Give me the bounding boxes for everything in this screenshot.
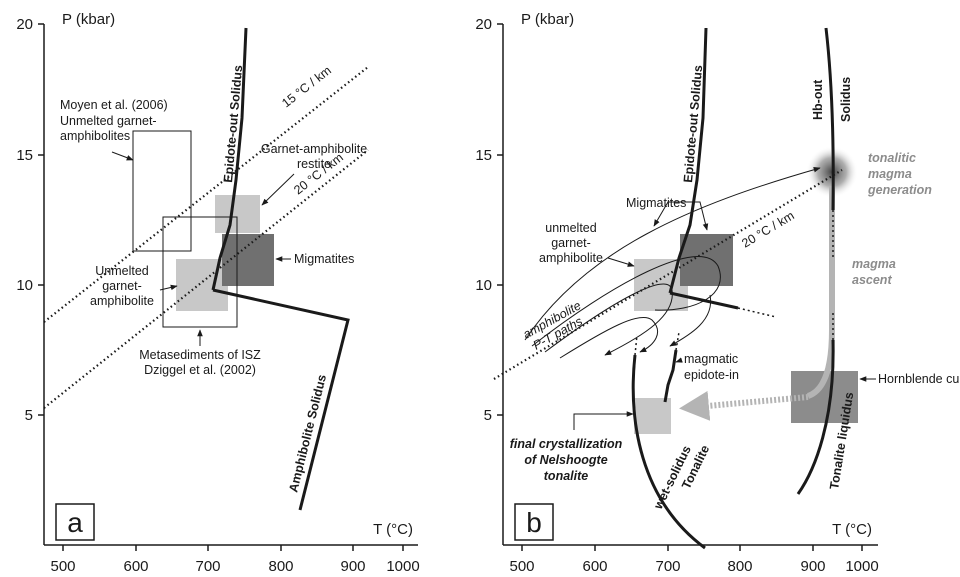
hb-out-label: Hb-out [811, 79, 825, 120]
x-tick-label-a-700: 700 [195, 558, 220, 575]
y-tick-label-a-20: 20 [16, 16, 33, 33]
migmatites-leader-b2 [653, 201, 682, 227]
unmelted-label-b-2: garnet- [551, 236, 591, 250]
epidote-out-tail-b [669, 291, 739, 310]
epidote-in-label-2: epidote-in [684, 368, 739, 382]
migmatites-field [222, 234, 274, 286]
final-crystallization-label-3: tonalite [544, 469, 588, 483]
panel-letter-box-a [55, 503, 95, 541]
panel-b: 500 600 700 800 900 1000 20 15 10 5 P (k… [475, 11, 960, 575]
x-tick-label-a-900: 900 [340, 558, 365, 575]
tonalite-liquidus-curve [796, 339, 835, 495]
y-tick-label-a-10: 10 [16, 277, 33, 294]
geotherm-20-label-b: 20 °C / km [739, 208, 796, 250]
unmelted-label-b-3: amphibolite [539, 251, 603, 265]
metasediments-label: Metasediments of ISZ [139, 348, 261, 362]
y-tick-label-b-5: 5 [484, 407, 492, 424]
x-tick-label-a-500: 500 [50, 558, 75, 575]
restite-label: Garnet-amphibolite [261, 142, 367, 156]
magma-ascent-dotted-arrow [679, 390, 809, 421]
restite-leader [261, 173, 295, 206]
moyen-ref-label-3: amphibolites [60, 129, 130, 143]
magma-generation-label: tonalitic [868, 151, 916, 165]
moyen-ref-label: Moyen et al. (2006) [60, 98, 168, 112]
pt-paths [524, 167, 821, 359]
epidote-out-solidus-curve [211, 27, 248, 291]
epidote-in-label: magmatic [684, 352, 738, 366]
moyen-ref-label-2: Unmelted garnet- [60, 114, 157, 128]
magma-ascent-arrow [806, 186, 835, 399]
metasediments-box [162, 216, 238, 328]
unmelted-label-a: Unmelted [95, 264, 149, 278]
tonalite-wet-solidus-curve [631, 354, 706, 550]
restite-label-2: restite [297, 157, 331, 171]
unmelted-label-a-2: garnet- [102, 279, 142, 293]
y-tick-label-b-15: 15 [475, 147, 492, 164]
x-ticks-b [521, 545, 863, 551]
x-ticks-a [62, 545, 404, 551]
hb-out-solidus-label: Solidus [839, 77, 853, 122]
moyen-leader [111, 151, 134, 161]
epidote-in-leader [675, 357, 683, 363]
amphibolite-solidus-curve [212, 288, 350, 511]
panel-letter-b: b [526, 507, 542, 538]
magma-ascent-label-2: ascent [852, 273, 892, 287]
geotherm-15-line [43, 66, 369, 323]
unmelted-label-a-3: amphibolite [90, 294, 154, 308]
y-ticks-b [497, 23, 503, 416]
magma-generation-label-2: magma [868, 167, 912, 181]
x-tick-label-a-800: 800 [268, 558, 293, 575]
geotherm-15-label: 15 °C / km [279, 63, 334, 110]
migmatites-leader-b [682, 201, 709, 231]
hornblende-label: Hornblende cumulates [878, 372, 960, 386]
magma-ascent-label: magma [852, 257, 896, 271]
y-ticks-a [38, 23, 44, 416]
y-axis-title-b: P (kbar) [521, 11, 574, 28]
unmelted-leader-b [607, 257, 635, 267]
geotherm-20-line [43, 149, 369, 409]
epidote-in-dotted [675, 331, 680, 351]
y-tick-label-a-15: 15 [16, 147, 33, 164]
x-tick-label-b-900: 900 [800, 558, 825, 575]
unmelted-leader-a [159, 284, 178, 291]
panel-letter-a: a [67, 507, 83, 538]
magma-generation-label-3: generation [867, 183, 932, 197]
magmatic-epidote-in-curve [663, 349, 678, 403]
migmatites-label-b: Migmatites [626, 196, 686, 210]
hb-out-solidus-curve [824, 27, 835, 211]
final-crystallization-label: final crystallization [510, 437, 623, 451]
geotherm-20-line-b [493, 169, 843, 380]
panel-a: 500 600 700 800 900 1000 20 15 10 5 P (k… [16, 11, 419, 575]
moyen-box [132, 130, 192, 252]
x-axis-title-b: T (°C) [832, 521, 872, 538]
final-crystallization-label-2: of Nelshoogte [524, 453, 607, 467]
x-tick-label-a-1000: 1000 [386, 558, 419, 575]
x-tick-label-b-500: 500 [509, 558, 534, 575]
x-tick-label-a-600: 600 [123, 558, 148, 575]
panel-letter-box-b [514, 503, 554, 541]
wet-solidus-dotted [634, 334, 638, 356]
migmatites-label-a: Migmatites [294, 252, 354, 266]
epidote-out-tail-dotted [737, 307, 777, 318]
x-tick-label-b-600: 600 [582, 558, 607, 575]
metasediments-label-2: Dziggel et al. (2002) [144, 363, 256, 377]
final-crystallization-leader [573, 411, 634, 430]
y-axis-title-a: P (kbar) [62, 11, 115, 28]
migmatites-field-b [680, 234, 733, 286]
x-tick-label-b-800: 800 [727, 558, 752, 575]
x-tick-label-b-1000: 1000 [845, 558, 878, 575]
unmelted-garnet-amphibolite-field-b [634, 259, 688, 311]
y-tick-label-b-20: 20 [475, 16, 492, 33]
x-tick-label-b-700: 700 [655, 558, 680, 575]
unmelted-label-b: unmelted [545, 221, 596, 235]
final-crystallization-field [634, 398, 671, 434]
y-tick-label-b-10: 10 [475, 277, 492, 294]
y-tick-label-a-5: 5 [25, 407, 33, 424]
x-axis-title-a: T (°C) [373, 521, 413, 538]
